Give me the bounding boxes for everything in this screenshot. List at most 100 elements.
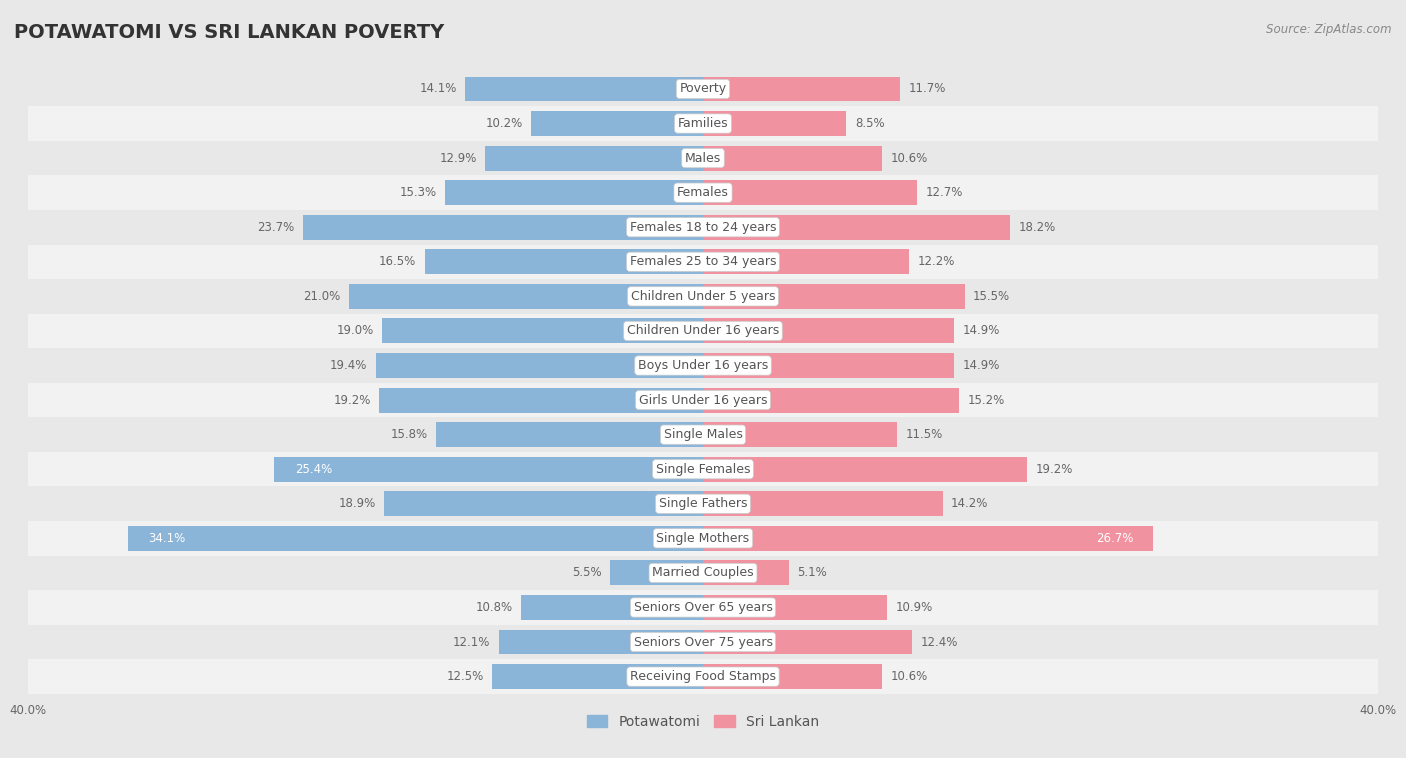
Bar [28, 590, 1378, 625]
Bar [28, 348, 1378, 383]
Bar [492, 664, 703, 689]
Text: 10.6%: 10.6% [890, 670, 928, 683]
Bar [610, 560, 703, 585]
Text: Girls Under 16 years: Girls Under 16 years [638, 393, 768, 406]
Bar [28, 418, 1378, 452]
Text: 12.7%: 12.7% [925, 186, 963, 199]
Bar [703, 491, 942, 516]
Text: 15.8%: 15.8% [391, 428, 427, 441]
Bar [703, 180, 917, 205]
Bar [703, 77, 900, 102]
Text: 12.4%: 12.4% [921, 635, 957, 649]
Bar [380, 387, 703, 412]
Text: 14.9%: 14.9% [963, 324, 1000, 337]
Text: 15.2%: 15.2% [967, 393, 1005, 406]
Text: 19.2%: 19.2% [1035, 462, 1073, 476]
Text: 23.7%: 23.7% [257, 221, 295, 233]
Bar [274, 457, 703, 481]
Text: 26.7%: 26.7% [1095, 532, 1133, 545]
Text: Seniors Over 75 years: Seniors Over 75 years [634, 635, 772, 649]
Text: 15.5%: 15.5% [973, 290, 1010, 303]
Text: Children Under 5 years: Children Under 5 years [631, 290, 775, 303]
Bar [28, 625, 1378, 659]
Text: Females: Females [678, 186, 728, 199]
Text: Females 18 to 24 years: Females 18 to 24 years [630, 221, 776, 233]
Bar [28, 383, 1378, 418]
Bar [28, 210, 1378, 245]
Bar [703, 146, 882, 171]
Bar [465, 77, 703, 102]
Text: Single Fathers: Single Fathers [659, 497, 747, 510]
Bar [304, 215, 703, 240]
Bar [703, 664, 882, 689]
Bar [28, 279, 1378, 314]
Bar [28, 452, 1378, 487]
Bar [703, 560, 789, 585]
Text: 19.4%: 19.4% [330, 359, 367, 372]
Bar [703, 111, 846, 136]
Bar [703, 353, 955, 378]
Text: 12.1%: 12.1% [453, 635, 491, 649]
Bar [382, 318, 703, 343]
Bar [703, 387, 959, 412]
Bar [28, 72, 1378, 106]
Bar [128, 526, 703, 551]
Text: Children Under 16 years: Children Under 16 years [627, 324, 779, 337]
Text: 18.2%: 18.2% [1018, 221, 1056, 233]
Text: 16.5%: 16.5% [380, 255, 416, 268]
Text: 34.1%: 34.1% [148, 532, 186, 545]
Bar [349, 284, 703, 309]
Bar [703, 422, 897, 447]
Bar [485, 146, 703, 171]
Text: Females 25 to 34 years: Females 25 to 34 years [630, 255, 776, 268]
Bar [28, 556, 1378, 590]
Bar [28, 659, 1378, 694]
Text: 18.9%: 18.9% [339, 497, 375, 510]
Bar [703, 215, 1010, 240]
Text: Married Couples: Married Couples [652, 566, 754, 579]
Text: 14.9%: 14.9% [963, 359, 1000, 372]
Text: 14.1%: 14.1% [419, 83, 457, 96]
Text: 10.8%: 10.8% [475, 601, 512, 614]
Bar [28, 314, 1378, 348]
Bar [444, 180, 703, 205]
Bar [703, 526, 1153, 551]
Bar [375, 353, 703, 378]
Bar [703, 249, 908, 274]
Bar [28, 106, 1378, 141]
Text: 10.2%: 10.2% [485, 117, 523, 130]
Bar [384, 491, 703, 516]
Text: 10.6%: 10.6% [890, 152, 928, 164]
Bar [28, 521, 1378, 556]
Text: 5.1%: 5.1% [797, 566, 827, 579]
Bar [703, 630, 912, 654]
Text: 14.2%: 14.2% [950, 497, 988, 510]
Text: 19.2%: 19.2% [333, 393, 371, 406]
Text: 11.5%: 11.5% [905, 428, 942, 441]
Bar [703, 595, 887, 620]
Bar [425, 249, 703, 274]
Bar [703, 318, 955, 343]
Text: 21.0%: 21.0% [304, 290, 340, 303]
Bar [28, 245, 1378, 279]
Text: Single Males: Single Males [664, 428, 742, 441]
Text: POTAWATOMI VS SRI LANKAN POVERTY: POTAWATOMI VS SRI LANKAN POVERTY [14, 23, 444, 42]
Text: 15.3%: 15.3% [399, 186, 436, 199]
Legend: Potawatomi, Sri Lankan: Potawatomi, Sri Lankan [581, 709, 825, 735]
Text: Seniors Over 65 years: Seniors Over 65 years [634, 601, 772, 614]
Text: Source: ZipAtlas.com: Source: ZipAtlas.com [1267, 23, 1392, 36]
Text: 12.5%: 12.5% [447, 670, 484, 683]
Bar [520, 595, 703, 620]
Text: 12.2%: 12.2% [917, 255, 955, 268]
Text: 5.5%: 5.5% [572, 566, 602, 579]
Bar [531, 111, 703, 136]
Text: Receiving Food Stamps: Receiving Food Stamps [630, 670, 776, 683]
Text: Males: Males [685, 152, 721, 164]
Bar [703, 284, 965, 309]
Bar [28, 175, 1378, 210]
Text: 8.5%: 8.5% [855, 117, 884, 130]
Bar [28, 487, 1378, 521]
Text: Boys Under 16 years: Boys Under 16 years [638, 359, 768, 372]
Text: Single Mothers: Single Mothers [657, 532, 749, 545]
Text: 25.4%: 25.4% [295, 462, 332, 476]
